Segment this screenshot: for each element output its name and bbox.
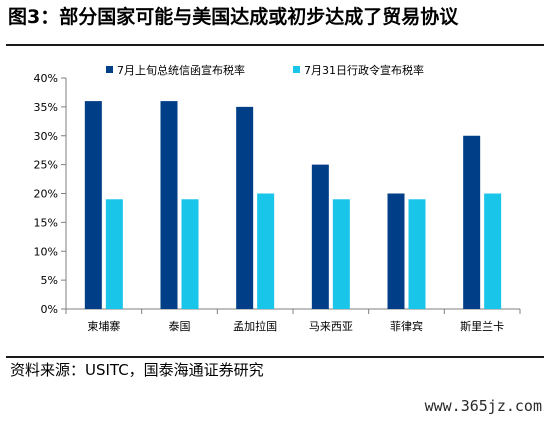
bar-series-2 [181, 199, 199, 309]
bar-series-2 [408, 199, 426, 309]
bar-series-1 [463, 135, 481, 309]
bar-series-1 [160, 101, 178, 309]
y-tick-label: 20% [34, 188, 58, 201]
y-tick-label: 35% [34, 101, 58, 114]
x-tick-label: 菲律宾 [390, 319, 423, 333]
bar-series-1 [84, 101, 102, 309]
x-tick-label: 马来西亚 [309, 320, 353, 333]
y-tick-label: 0% [41, 303, 58, 316]
bar-series-2 [105, 199, 123, 309]
bar-series-2 [484, 193, 502, 309]
legend-label: 7月31日行政令宣布税率 [304, 63, 424, 77]
y-tick-label: 10% [34, 245, 58, 258]
y-tick-label: 25% [34, 159, 58, 172]
x-tick-label: 孟加拉国 [233, 319, 277, 333]
x-tick-label: 柬埔寨 [87, 319, 120, 333]
legend-label: 7月上旬总统信函宣布税率 [117, 63, 245, 77]
x-axis: 柬埔寨 泰国 孟加拉国 马来西亚 菲律宾 斯里兰卡 [65, 308, 521, 333]
bar-series-2 [332, 199, 350, 309]
bar-series-1 [236, 106, 254, 309]
y-tick-label: 5% [41, 274, 58, 287]
watermark: www.365jz.com [424, 397, 542, 415]
source-note: 资料来源：USITC，国泰海通证券研究 [10, 361, 264, 379]
bar-series-1 [311, 164, 329, 309]
y-axis: 0% 5% 10% 15% 20% 25% 30% 35% 40% [34, 72, 67, 316]
bar-chart: 0% 5% 10% 15% 20% 25% 30% 35% 40% 柬埔寨 泰国 孟加拉国 马来西亚 菲… [34, 63, 521, 333]
x-tick-label: 斯里兰卡 [460, 320, 504, 333]
bars [84, 101, 502, 309]
legend-swatch [106, 66, 113, 73]
y-tick-label: 30% [34, 130, 58, 143]
title-rule [6, 44, 544, 46]
bar-series-2 [257, 193, 275, 309]
legend: 7月上旬总统信函宣布税率 7月31日行政令宣布税率 [106, 63, 424, 77]
y-tick-label: 40% [34, 72, 58, 85]
bar-series-1 [387, 193, 405, 309]
source-rule [6, 356, 544, 358]
x-tick-label: 泰国 [169, 319, 191, 333]
y-tick-label: 15% [34, 216, 58, 229]
legend-swatch [293, 66, 300, 73]
figure-title: 图3：部分国家可能与美国达成或初步达成了贸易协议 [8, 6, 459, 28]
